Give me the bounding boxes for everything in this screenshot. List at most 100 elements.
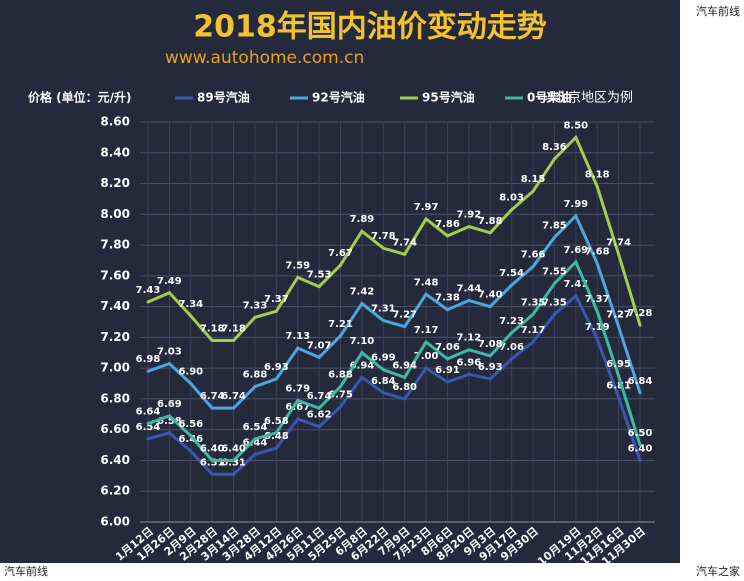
data-point [210, 406, 214, 410]
data-point [488, 377, 492, 381]
data-point [210, 338, 214, 342]
data-point [403, 397, 407, 401]
data-label: 6.54 [136, 422, 161, 433]
data-point [552, 235, 556, 239]
data-label: 6.31 [200, 457, 225, 468]
data-point [552, 282, 556, 286]
data-label: 6.74 [307, 391, 332, 402]
watermark: 汽车之家 [696, 564, 740, 578]
data-point [595, 185, 599, 189]
data-point [146, 300, 150, 304]
data-point [296, 398, 300, 402]
data-label: 6.94 [350, 360, 375, 371]
data-label: 7.13 [285, 331, 310, 342]
data-point [360, 229, 364, 233]
data-point [403, 375, 407, 379]
data-point [445, 357, 449, 361]
data-label: 7.78 [371, 231, 396, 242]
data-label: 7.44 [457, 283, 482, 294]
data-label: 8.36 [542, 142, 567, 153]
data-point [317, 425, 321, 429]
data-point [617, 325, 621, 329]
data-label: 6.62 [307, 410, 332, 421]
data-label: 8.15 [521, 174, 546, 185]
legend-label: 95号汽油 [422, 90, 475, 105]
data-label: 7.49 [157, 276, 182, 287]
data-label: 6.48 [264, 431, 289, 442]
data-point [552, 157, 556, 161]
data-label: 6.67 [285, 402, 310, 413]
data-label: 7.07 [307, 340, 332, 351]
data-point [339, 263, 343, 267]
data-point [253, 315, 257, 319]
data-label: 6.75 [328, 390, 353, 401]
data-label: 7.68 [585, 247, 610, 258]
data-label: 6.84 [628, 376, 653, 387]
y-tick-label: 8.00 [100, 207, 130, 221]
data-label: 7.18 [200, 323, 225, 334]
data-point [574, 214, 578, 218]
data-label: 6.84 [371, 376, 396, 387]
data-label: 6.90 [178, 367, 203, 378]
data-point [317, 406, 321, 410]
series-line [147, 213, 642, 410]
data-point [424, 292, 428, 296]
data-label: 7.89 [350, 214, 375, 225]
data-point [574, 294, 578, 298]
data-label: 6.88 [328, 370, 353, 381]
subtitle: www.autohome.com.cn [165, 48, 364, 68]
note: 以北京地区为例 [542, 91, 633, 106]
data-label: 7.99 [563, 199, 588, 210]
data-label: 6.54 [243, 422, 268, 433]
data-point [232, 406, 236, 410]
watermark: 汽车前线 [4, 564, 48, 578]
data-label: 7.86 [435, 219, 460, 230]
data-point [510, 208, 514, 212]
data-point [510, 357, 514, 361]
data-label: 7.92 [457, 210, 482, 221]
data-point [317, 285, 321, 289]
data-label: 7.21 [328, 319, 353, 330]
y-tick-label: 7.40 [100, 299, 130, 313]
data-label: 6.40 [221, 443, 246, 454]
data-point [339, 405, 343, 409]
data-label: 6.50 [628, 428, 653, 439]
data-point [381, 246, 385, 250]
y-tick-label: 6.20 [100, 484, 130, 498]
data-point [189, 434, 193, 438]
chart-title: 2018年国内油价变动走势 [193, 10, 547, 45]
y-tick-label: 7.00 [100, 361, 130, 375]
data-label: 6.99 [371, 353, 396, 364]
data-label: 7.35 [521, 297, 546, 308]
data-label: 7.66 [521, 250, 546, 261]
data-label: 6.96 [457, 357, 482, 368]
data-label: 6.79 [285, 383, 310, 394]
data-label: 6.93 [478, 362, 503, 373]
data-point [617, 395, 621, 399]
data-label: 6.40 [200, 443, 225, 454]
data-label: 7.03 [157, 347, 182, 358]
data-point [381, 391, 385, 395]
data-label: 7.33 [243, 300, 268, 311]
data-label: 7.00 [414, 351, 439, 362]
data-label: 7.27 [392, 310, 417, 321]
data-point [232, 472, 236, 476]
data-label: 7.37 [585, 294, 610, 305]
data-point [296, 417, 300, 421]
data-point [167, 362, 171, 366]
data-label: 6.58 [264, 416, 289, 427]
y-tick-label: 6.60 [100, 422, 130, 436]
series-line [147, 259, 642, 462]
data-point [531, 189, 535, 193]
data-label: 6.69 [157, 399, 182, 410]
series-line [147, 134, 642, 342]
data-label: 6.44 [243, 437, 268, 448]
y-tick-label: 7.80 [100, 238, 130, 252]
data-label: 7.35 [542, 297, 567, 308]
data-label: 7.59 [285, 260, 310, 271]
data-point [274, 309, 278, 313]
data-point [510, 331, 514, 335]
data-point [360, 375, 364, 379]
data-label: 7.34 [178, 299, 203, 310]
data-label: 6.74 [200, 391, 225, 402]
